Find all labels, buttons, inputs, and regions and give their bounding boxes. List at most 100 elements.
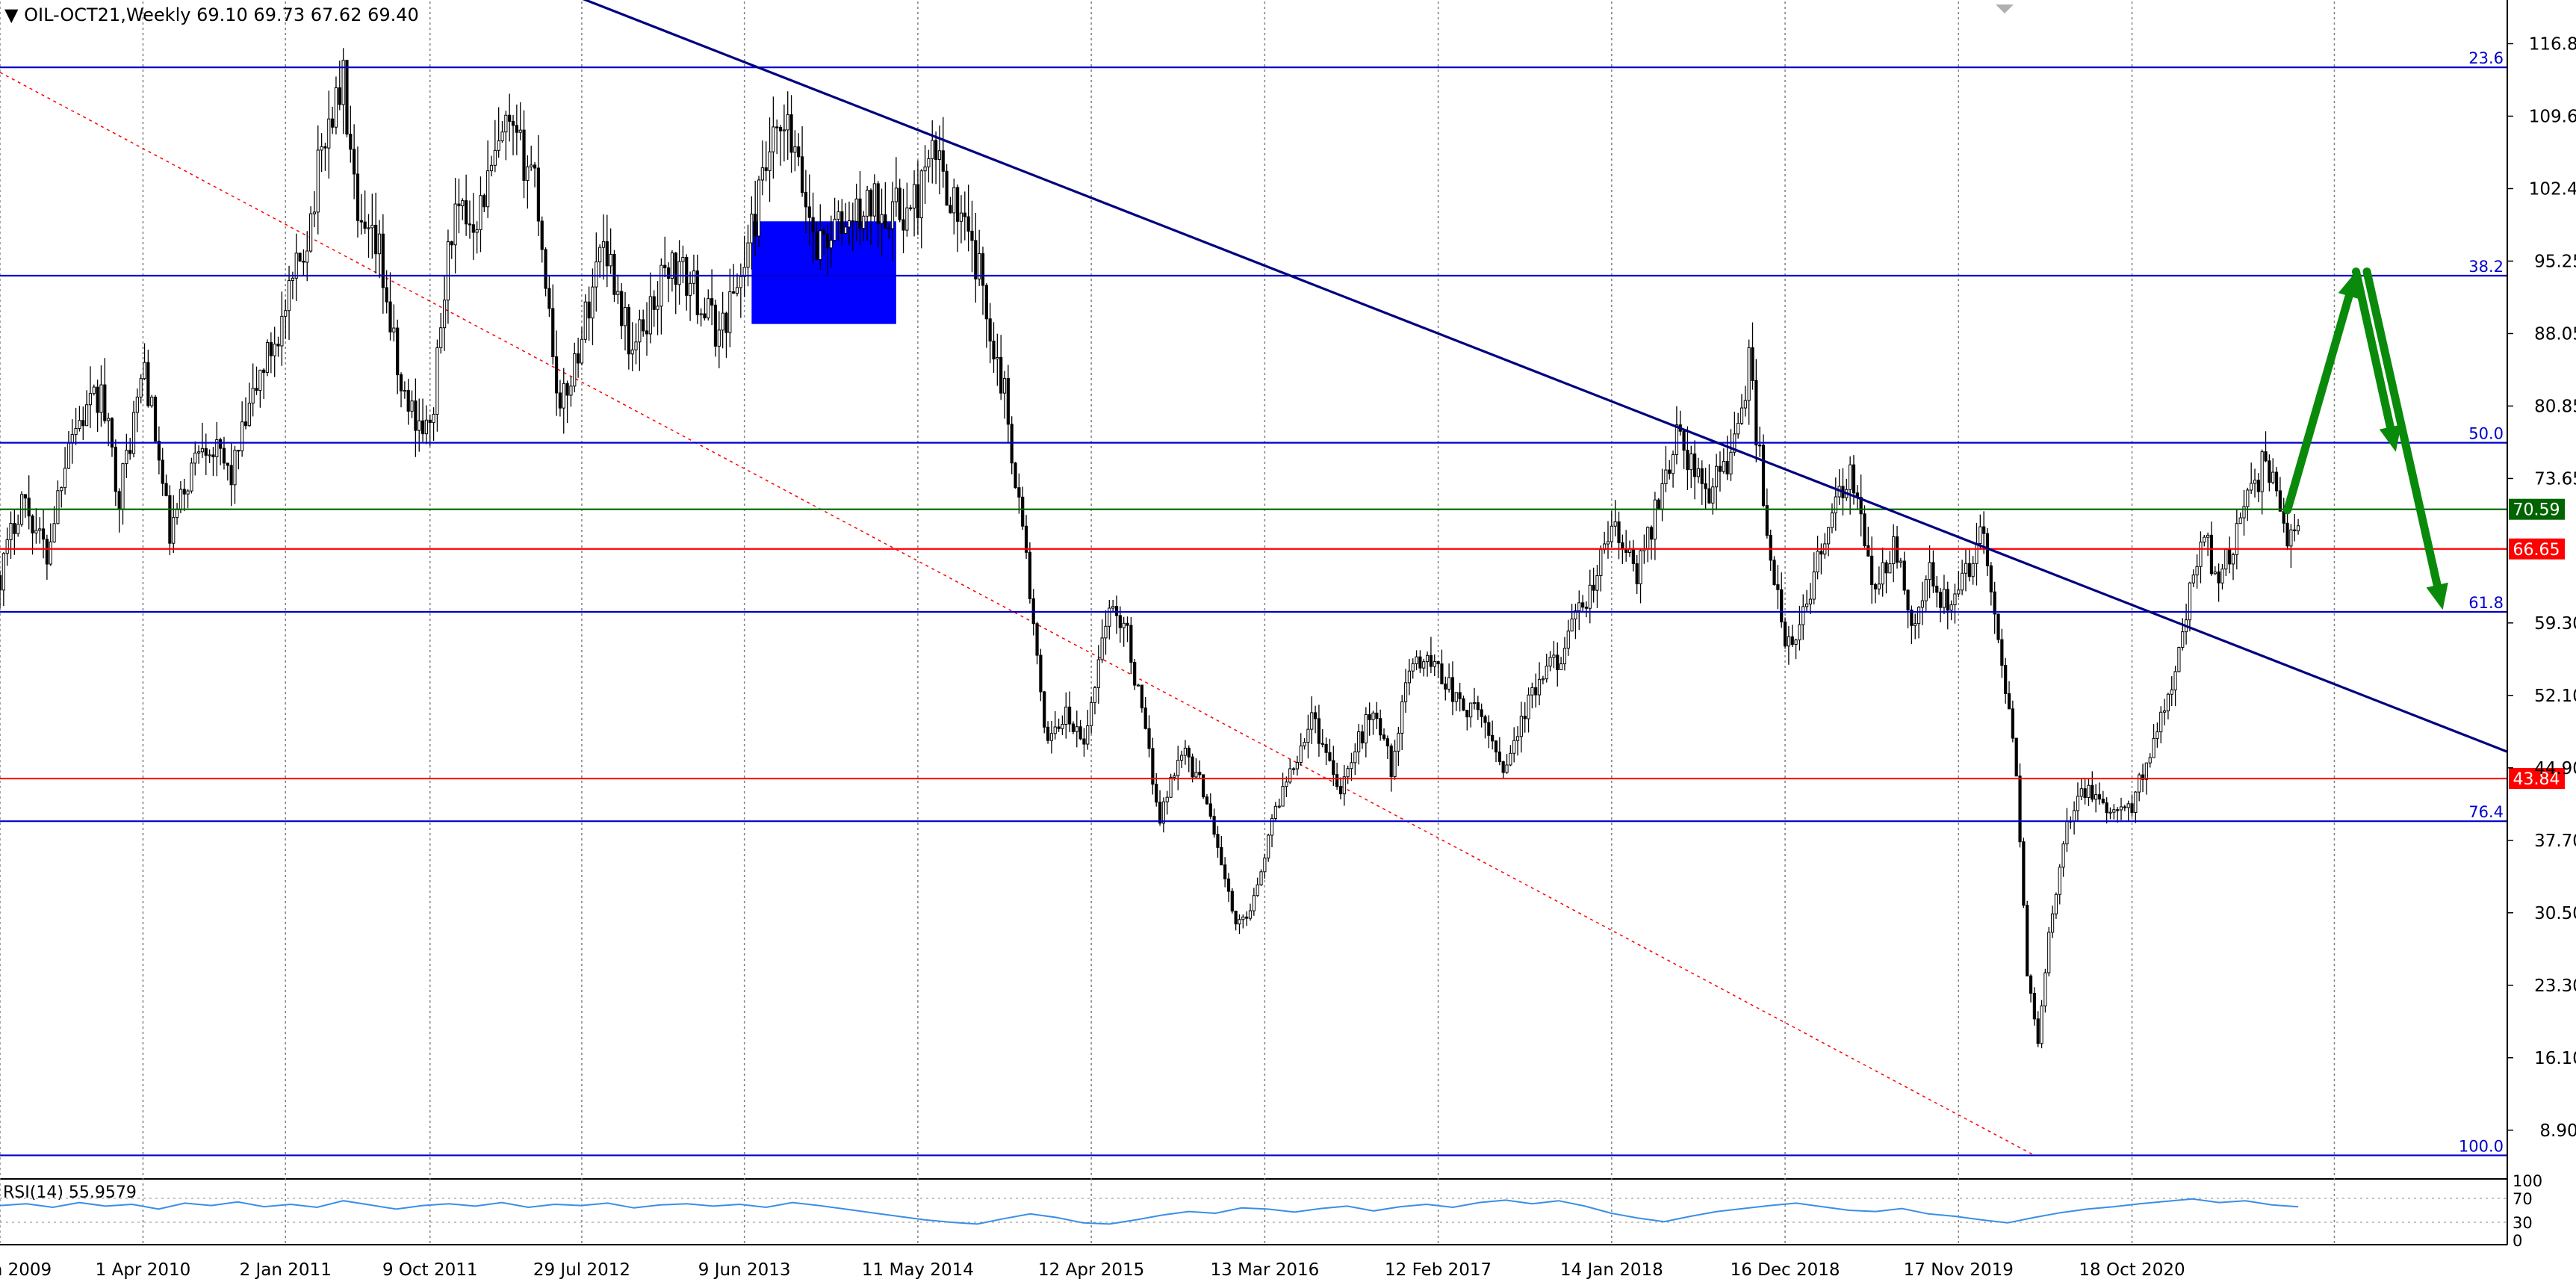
candle-body — [92, 386, 96, 394]
candle-body — [1989, 565, 1993, 592]
candle-body — [1342, 776, 1346, 795]
candle-body — [1158, 802, 1162, 824]
candle-body — [890, 201, 895, 229]
candle-body — [428, 419, 432, 424]
candle-body — [1509, 752, 1512, 766]
candle-body — [1415, 656, 1418, 664]
candle-body — [1653, 499, 1657, 540]
candle-body — [1718, 465, 1722, 472]
candle-body — [591, 286, 595, 319]
candle-body — [1090, 702, 1093, 726]
candle-body — [1689, 453, 1693, 471]
candle-body — [1534, 687, 1538, 696]
candle-body — [2238, 517, 2242, 524]
candle-body — [2152, 737, 2156, 758]
candle-body — [1830, 513, 1834, 528]
candle-body — [66, 442, 71, 469]
candle-body — [1465, 710, 1469, 718]
candle-body — [41, 528, 46, 540]
candle-body — [988, 318, 992, 342]
candle-body — [1606, 541, 1610, 545]
candle-body — [1411, 663, 1415, 672]
forecast-arrow-shaft[interactable] — [2362, 267, 2442, 589]
candle-body — [2014, 737, 2018, 777]
candle-body — [1028, 551, 1031, 599]
candle-body — [952, 187, 956, 214]
candle-body — [1852, 464, 1856, 494]
forecast-arrow-shaft[interactable] — [2351, 267, 2395, 432]
candle-body — [2116, 809, 2120, 811]
candle-body — [1877, 583, 1881, 589]
forecast-arrow-shaft[interactable] — [2283, 291, 2353, 515]
candle-body — [1725, 461, 1729, 474]
candle-body — [601, 241, 606, 248]
candle-body — [99, 384, 103, 413]
candle-body — [2047, 932, 2051, 973]
candle-body — [1469, 702, 1473, 718]
candle-body — [996, 356, 999, 359]
candle-body — [1902, 560, 1906, 591]
candle-body — [1938, 592, 1943, 608]
fib-level-label: 100.0 — [2459, 1137, 2504, 1155]
candle-body — [999, 356, 1003, 394]
candle-body — [1078, 726, 1082, 740]
y-tick-label: 23.30 — [2534, 976, 2576, 996]
candle-body — [1646, 527, 1650, 550]
candle-body — [114, 446, 117, 492]
candle-body — [1462, 698, 1465, 711]
candle-body — [377, 233, 382, 255]
candle-body — [1173, 775, 1176, 778]
candle-body — [1476, 702, 1480, 710]
candle-body — [70, 434, 74, 444]
scroll-marker-icon[interactable] — [1996, 4, 2014, 13]
candle-body — [1165, 796, 1169, 802]
candle-body — [822, 230, 826, 235]
candle-body — [1021, 496, 1025, 527]
collapse-triangle-icon[interactable]: ▼ — [4, 4, 25, 25]
candle-body — [131, 412, 136, 454]
candle-body — [23, 494, 27, 499]
candle-body — [135, 397, 139, 413]
candle-body — [1226, 878, 1231, 892]
candle-body — [2144, 762, 2148, 780]
candle-body — [308, 213, 313, 252]
dotted-trendline-layer — [0, 72, 2035, 1157]
candle-body — [1263, 857, 1267, 873]
candle-body — [1743, 400, 1747, 409]
candle-body — [1111, 606, 1115, 609]
candle-body — [406, 390, 410, 412]
candle-body — [1494, 740, 1498, 753]
candle-body — [435, 347, 439, 415]
candle-body — [1899, 560, 1902, 563]
candle-body — [493, 149, 497, 166]
candle-body — [211, 454, 215, 457]
candlestick-series — [0, 48, 2300, 1049]
candle-body — [659, 264, 663, 307]
candle-body — [2246, 489, 2250, 507]
candle-body — [1379, 718, 1382, 736]
candle-body — [1375, 712, 1379, 719]
candle-body — [2177, 646, 2181, 672]
y-tick-label: 44.90 — [2534, 759, 2576, 778]
candle-body — [1816, 551, 1819, 573]
rsi-tick-label: 100 — [2513, 1172, 2542, 1190]
candle-body — [573, 353, 577, 387]
candle-body — [819, 230, 822, 260]
price-tag-label: 70.59 — [2513, 501, 2560, 520]
candle-body — [627, 306, 630, 355]
candle-body — [1657, 499, 1660, 510]
candle-body — [432, 414, 435, 424]
candle-body — [1515, 736, 1520, 741]
candle-body — [598, 247, 602, 263]
candle-body — [103, 384, 107, 421]
candle-body — [1711, 486, 1715, 504]
forecast-arrows — [2283, 267, 2448, 610]
candle-body — [1281, 786, 1285, 807]
candle-body — [1621, 542, 1624, 550]
candle-body — [1660, 483, 1664, 510]
descending-trendline[interactable] — [452, 0, 2508, 753]
candle-body — [1317, 718, 1321, 744]
rsi-line[interactable] — [0, 1198, 2299, 1225]
